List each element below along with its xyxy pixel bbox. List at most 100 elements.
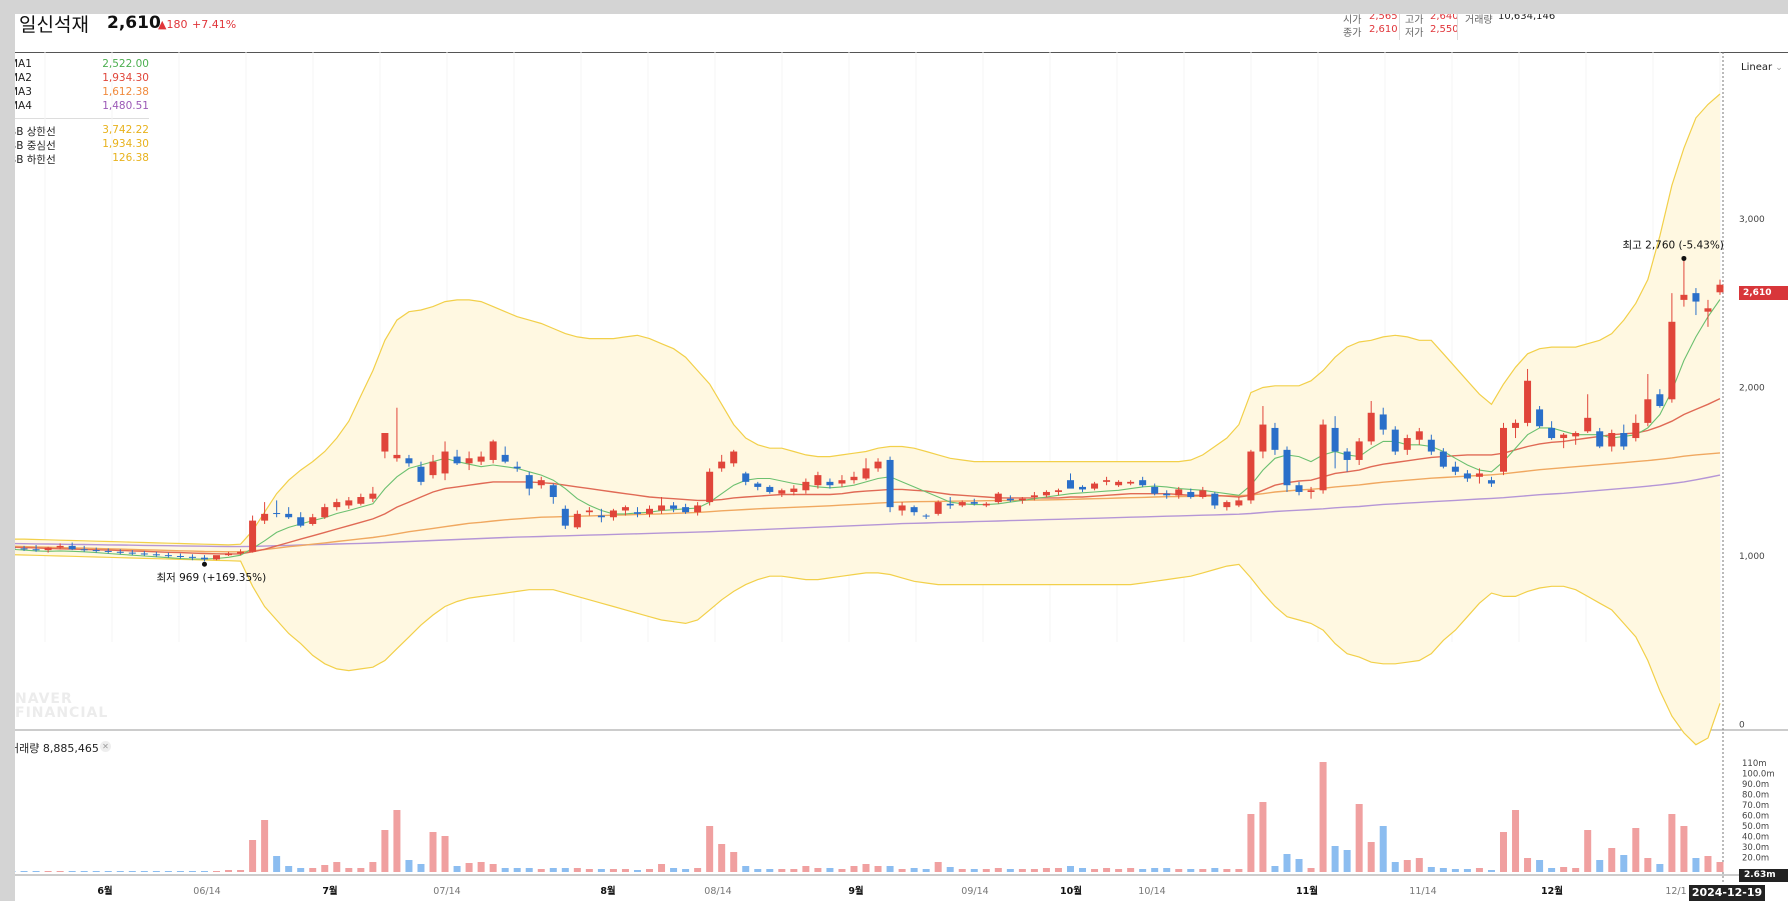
candle-body <box>946 503 954 506</box>
current-price: 2,610 <box>107 14 161 33</box>
volume-bar <box>1235 869 1243 872</box>
volume-bar <box>1163 868 1171 872</box>
volume-bar <box>970 869 978 872</box>
candle-body <box>1079 486 1087 490</box>
bollinger-band-area <box>15 93 1720 745</box>
candle-body <box>561 508 569 526</box>
candle-body <box>621 507 629 511</box>
high-value: 2,640 <box>1430 14 1459 22</box>
candle-body <box>1295 485 1303 492</box>
volume-bar <box>1415 858 1423 872</box>
low-annotation: 최저 969 (+169.35%) <box>156 572 266 584</box>
legend-value: 2,522.00 <box>102 58 149 70</box>
candle-body <box>152 554 160 556</box>
close-icon[interactable]: ✕ <box>100 741 111 752</box>
candle-body <box>261 513 269 521</box>
legend-value: 1,612.38 <box>102 86 149 98</box>
volume-bar <box>1584 830 1592 872</box>
volume-bar <box>80 871 88 872</box>
candle-body <box>706 471 714 503</box>
volume-bar <box>850 866 858 872</box>
volume-bar <box>1018 869 1026 872</box>
candle-body <box>790 488 798 492</box>
candle-body <box>754 483 762 487</box>
legend-name: BB 상한선 <box>15 126 56 138</box>
candle-body <box>80 549 88 551</box>
volume-bar <box>1632 828 1640 872</box>
volume-axis-tick-label: 100.0m <box>1742 770 1775 780</box>
quote-divider <box>1399 14 1400 40</box>
y-axis-tick-label: 0 <box>1739 721 1745 731</box>
volume-axis-tick-label: 50.0m <box>1742 822 1769 832</box>
candle-body <box>1139 480 1147 486</box>
volume-bar <box>1283 854 1291 872</box>
candle-body <box>1223 502 1231 508</box>
candle-body <box>309 517 317 524</box>
volume-bar <box>140 871 148 872</box>
volume-bar <box>1487 870 1495 872</box>
candle-body <box>417 466 425 482</box>
volume-bar <box>489 864 497 872</box>
candle-body <box>826 481 834 486</box>
volume-bar <box>128 871 136 872</box>
candle-body <box>116 551 124 553</box>
candle-body <box>682 507 690 513</box>
candle-body <box>56 545 64 548</box>
x-axis-tick-label: 12월 <box>1541 885 1563 897</box>
volume-bar <box>561 868 569 872</box>
legend-item: MA4 1,480.51 <box>15 100 149 114</box>
watermark-line: FINANCIAL <box>15 705 109 721</box>
candle-body <box>213 555 221 560</box>
volume-value: 10,634,146 <box>1498 14 1556 22</box>
volume-bar <box>1391 862 1399 872</box>
candle-body <box>297 517 305 526</box>
bollinger-upper-line <box>15 93 1721 546</box>
candle-body <box>477 456 485 462</box>
volume-bar <box>273 856 281 872</box>
volume-bar <box>188 871 196 872</box>
candle-body <box>1560 434 1568 439</box>
volume-bar <box>694 868 702 872</box>
volume-bar <box>585 869 593 872</box>
volume-bar <box>1103 868 1111 872</box>
volume-bar <box>1307 868 1315 872</box>
candle-body <box>92 550 100 552</box>
volume-axis-tick-label: 70.0m <box>1742 801 1769 811</box>
candle-body <box>1283 449 1291 486</box>
volume-bar <box>1127 868 1135 872</box>
y-axis-tick-label: 1,000 <box>1739 552 1765 562</box>
candle-body <box>20 548 28 550</box>
x-axis-tick-label: 11월 <box>1296 885 1318 897</box>
volume-bar <box>104 871 112 872</box>
volume-bar <box>116 871 124 872</box>
candle-body <box>525 475 533 489</box>
candle-body <box>1475 473 1483 477</box>
candle-body <box>1187 491 1195 498</box>
volume-bar <box>1704 856 1712 872</box>
candle-body <box>369 493 377 499</box>
volume-bar <box>982 869 990 872</box>
y-axis-tick-label: 2,000 <box>1739 384 1765 394</box>
candle-body <box>1704 308 1712 312</box>
volume-bar <box>56 871 64 872</box>
candle-body <box>1175 489 1183 496</box>
candle-body <box>874 461 882 469</box>
scale-mode-dropdown[interactable]: Linear ⌄ <box>1741 62 1783 73</box>
candle-body <box>597 515 605 518</box>
volume-bar <box>152 871 160 872</box>
x-axis-tick-label: 06/14 <box>193 886 220 897</box>
candle-body <box>140 553 148 555</box>
price-chart[interactable]: 3,000 2,000 1,000 0 110m100.0m90.0m80.0m70.0… <box>15 14 1788 901</box>
candle-body <box>1042 491 1050 496</box>
candle-body <box>1367 412 1375 442</box>
volume-bar <box>1115 869 1123 872</box>
low-value: 2,550 <box>1430 24 1459 35</box>
volume-bar <box>1512 810 1520 872</box>
candle-body <box>1030 495 1038 498</box>
candle-body <box>345 500 353 506</box>
legend-item: MA1 2,522.00 <box>15 58 149 72</box>
candle-body <box>958 502 966 506</box>
current-volume-tag: 2.63m <box>1739 869 1788 882</box>
legend-divider <box>15 118 149 119</box>
volume-label: 거래량 <box>1465 15 1493 26</box>
